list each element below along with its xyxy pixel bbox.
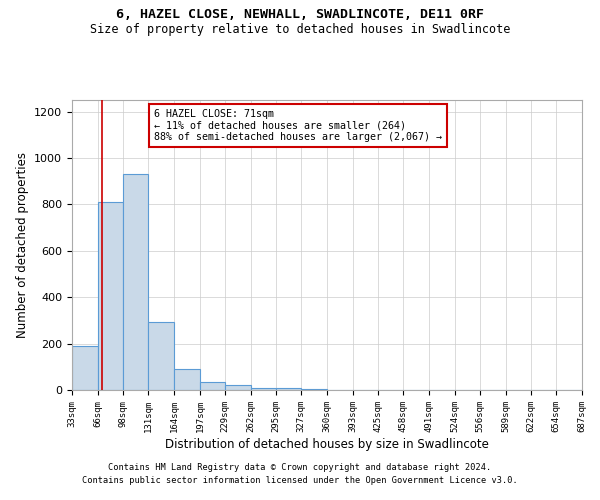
Text: Size of property relative to detached houses in Swadlincote: Size of property relative to detached ho…	[90, 22, 510, 36]
Y-axis label: Number of detached properties: Number of detached properties	[16, 152, 29, 338]
Text: Contains HM Land Registry data © Crown copyright and database right 2024.: Contains HM Land Registry data © Crown c…	[109, 464, 491, 472]
Text: 6, HAZEL CLOSE, NEWHALL, SWADLINCOTE, DE11 0RF: 6, HAZEL CLOSE, NEWHALL, SWADLINCOTE, DE…	[116, 8, 484, 20]
Bar	[225, 386, 251, 390]
Bar	[251, 388, 277, 390]
Bar	[98, 202, 122, 390]
X-axis label: Distribution of detached houses by size in Swadlincote: Distribution of detached houses by size …	[165, 438, 489, 450]
Bar	[148, 322, 174, 390]
Bar	[122, 174, 148, 390]
Bar	[72, 346, 98, 390]
Text: 6 HAZEL CLOSE: 71sqm
← 11% of detached houses are smaller (264)
88% of semi-deta: 6 HAZEL CLOSE: 71sqm ← 11% of detached h…	[154, 108, 442, 142]
Text: Contains public sector information licensed under the Open Government Licence v3: Contains public sector information licen…	[82, 476, 518, 485]
Bar	[200, 382, 225, 390]
Bar	[174, 369, 200, 390]
Bar	[277, 388, 301, 390]
